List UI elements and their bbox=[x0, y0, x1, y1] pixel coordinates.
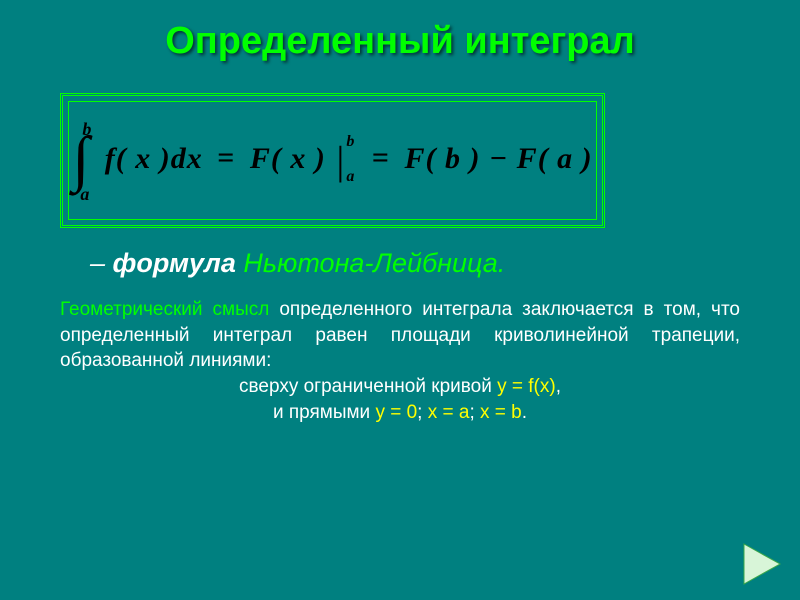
newton-leibniz-formula: b ∫ a f( x )dx = F( x ) b | a = F( b ) −… bbox=[72, 135, 592, 187]
equals-2: = bbox=[372, 141, 390, 174]
sep1: ; bbox=[417, 402, 428, 423]
sep2: ; bbox=[469, 402, 480, 423]
formula-name: – формула Ньютона-Лейбница. bbox=[90, 248, 800, 279]
curve-eq: y = f(x) bbox=[497, 376, 556, 397]
limit-upper: b bbox=[82, 119, 92, 140]
body-paragraph: Геометрический смысл определенного интег… bbox=[60, 297, 740, 425]
integrand: f( x )dx bbox=[105, 141, 203, 174]
y0-eq: y = 0 bbox=[375, 402, 417, 423]
line3-text: и прямыми bbox=[273, 402, 376, 423]
xb-eq: x = b bbox=[480, 402, 522, 423]
dot: . bbox=[498, 248, 506, 278]
dash: – bbox=[90, 248, 113, 278]
dot2: . bbox=[522, 402, 527, 423]
newton-leibniz-name: Ньютона-Лейбница bbox=[243, 248, 497, 278]
slide-title: Определенный интеграл bbox=[0, 0, 800, 63]
word-formula: формула bbox=[113, 248, 244, 278]
line2-text: сверху ограниченной кривой bbox=[239, 376, 497, 397]
integral-symbol: b ∫ a bbox=[72, 135, 90, 187]
limit-lower: a bbox=[80, 184, 90, 205]
difference: F( b ) − F( a ) bbox=[405, 141, 593, 174]
next-slide-button[interactable] bbox=[736, 540, 784, 588]
eval-upper: b bbox=[346, 133, 355, 151]
paragraph-1: Геометрический смысл определенного интег… bbox=[60, 297, 740, 374]
evaluation-bar: b | a bbox=[336, 137, 345, 184]
lines-line: и прямыми y = 0; x = a; x = b. bbox=[60, 400, 740, 426]
geometric-meaning-label: Геометрический смысл bbox=[60, 299, 269, 320]
eval-lower: a bbox=[346, 168, 355, 186]
antiderivative: F( x ) bbox=[250, 141, 326, 174]
comma: , bbox=[556, 376, 561, 397]
curve-line: сверху ограниченной кривой y = f(x), bbox=[60, 374, 740, 400]
play-icon bbox=[736, 540, 784, 588]
xa-eq: x = a bbox=[428, 402, 470, 423]
formula-box: b ∫ a f( x )dx = F( x ) b | a = F( b ) −… bbox=[60, 93, 605, 228]
equals-1: = bbox=[217, 141, 235, 174]
